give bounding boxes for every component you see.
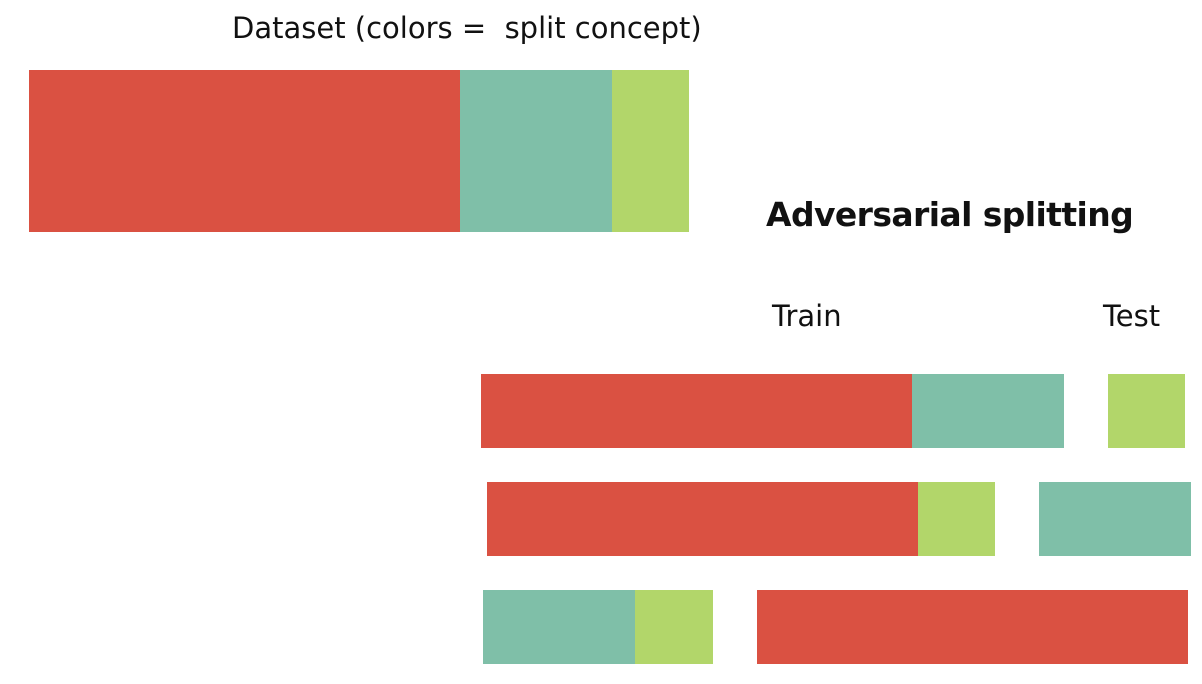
- test-label: Test: [1103, 299, 1161, 333]
- dataset-segment-red: [29, 70, 460, 232]
- train-label: Train: [772, 299, 842, 333]
- split-2-train-green: [918, 482, 995, 556]
- split-1-test-green: [1108, 374, 1185, 448]
- split-3-train-teal: [483, 590, 635, 664]
- dataset-segment-teal: [460, 70, 612, 232]
- split-1-train-red: [481, 374, 912, 448]
- split-3-train-green: [635, 590, 713, 664]
- dataset-segment-green: [612, 70, 689, 232]
- split-2-test-teal: [1039, 482, 1191, 556]
- adversarial-splitting-heading: Adversarial splitting: [766, 195, 1134, 234]
- split-2-train-red: [487, 482, 918, 556]
- split-1-train-teal: [912, 374, 1064, 448]
- split-3-test-red: [757, 590, 1188, 664]
- dataset-title: Dataset (colors = split concept): [232, 11, 702, 45]
